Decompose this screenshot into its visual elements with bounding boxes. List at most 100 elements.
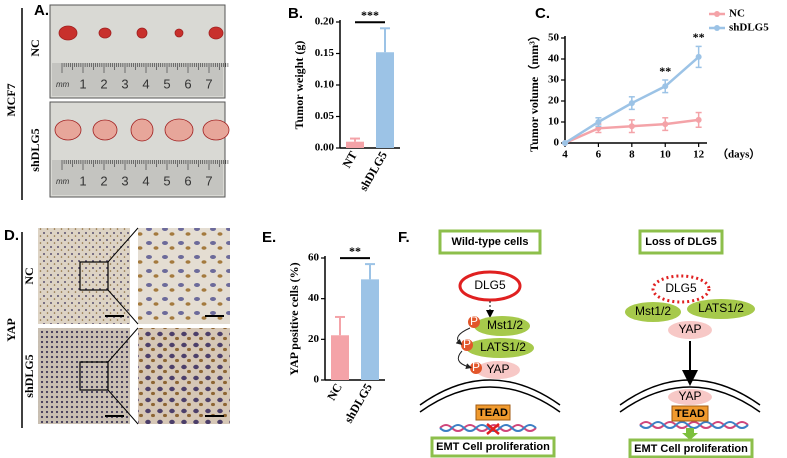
panel-f: Wild-type cells DLG5 Mst1/2 LATS1/2 YAP … <box>419 229 761 458</box>
x-tick-label: 12 <box>693 149 705 161</box>
stain-label: YAP <box>4 318 18 342</box>
legend-swatch <box>714 11 720 17</box>
node: YAP <box>678 389 701 403</box>
x-tick-label: 8 <box>629 149 635 161</box>
panel-d: YAP NC shDLG5 <box>4 227 230 428</box>
point <box>662 121 669 128</box>
phospho: P <box>463 337 471 351</box>
ruler-mark: 1 <box>79 76 86 91</box>
x-tick-label: shDLG5 <box>341 381 375 426</box>
bar <box>361 279 379 380</box>
group-label: NC <box>22 267 36 284</box>
tumor <box>136 27 148 39</box>
ruler-mark: 3 <box>121 76 128 91</box>
y-tick-label: 40 <box>548 53 560 65</box>
y-tick-label: 0.15 <box>315 47 335 59</box>
y-tick-label: 20 <box>308 333 320 345</box>
ruler-mark: 5 <box>163 173 170 188</box>
outcome: EMT Cell proliferation <box>436 441 550 453</box>
micrograph-zoom <box>138 228 230 324</box>
x-tick-label: 4 <box>562 149 568 161</box>
diagram-title: Loss of DLG5 <box>645 236 717 248</box>
node: DLG5 <box>665 281 697 295</box>
point <box>662 83 669 90</box>
y-tick-label: 0.05 <box>315 110 335 122</box>
panel-label: C. <box>535 5 550 22</box>
panel-label: F. <box>398 229 410 246</box>
tumor <box>208 26 224 40</box>
y-tick-label: 40 <box>308 292 320 304</box>
cell-line: MCF7 <box>4 83 18 116</box>
tumor <box>98 27 112 39</box>
panel-label: A. <box>34 2 49 19</box>
group-label: NC <box>28 39 42 56</box>
group-label: shDLG5 <box>22 354 36 397</box>
y-tick-label: 60 <box>308 252 320 264</box>
phospho: P <box>470 314 478 328</box>
y-tick-label: 0.20 <box>315 16 335 28</box>
ruler-mark: 4 <box>142 173 149 188</box>
node: YAP <box>486 362 509 376</box>
ruler-mark: 1 <box>79 173 86 188</box>
node: Mst1/2 <box>635 304 671 318</box>
significance: ** <box>349 244 361 258</box>
panel-label: E. <box>262 229 276 246</box>
tumor <box>92 119 118 141</box>
point <box>595 119 602 125</box>
micrograph <box>38 328 130 424</box>
point <box>628 123 635 130</box>
panel-a: MCF7 NC shDLG5 mm 1 2 3 4 5 6 7mm 1 2 3 4 5 6 7 <box>4 4 230 200</box>
ruler <box>52 160 223 195</box>
point <box>628 100 635 107</box>
y-tick-label: 0 <box>554 137 560 149</box>
x-tick-label: 6 <box>596 149 602 161</box>
y-tick-label: 20 <box>548 95 560 107</box>
x-tick-label: NC <box>324 381 345 403</box>
ruler-mark: 7 <box>205 173 212 188</box>
y-tick-label: 0 <box>314 374 320 386</box>
diagram-title: Wild-type cells <box>452 236 529 248</box>
ruler-mark: 4 <box>142 76 149 91</box>
legend-label: NC <box>729 8 745 20</box>
point <box>695 116 702 123</box>
phospho: P <box>472 360 480 374</box>
panel-label: B. <box>288 5 303 22</box>
y-axis-label: Tumor volume（mm³） <box>526 29 541 152</box>
ruler-mark: 7 <box>205 76 212 91</box>
outcome: EMT Cell proliferation <box>634 443 748 455</box>
node: YAP <box>678 322 701 336</box>
x-tick-label: 10 <box>660 149 672 161</box>
panel-label: D. <box>4 227 19 244</box>
node: LATS1/2 <box>698 301 744 315</box>
x-tick-label: shDLG5 <box>356 149 390 194</box>
point <box>562 140 568 146</box>
ruler-mark: 6 <box>184 173 191 188</box>
ruler-unit: mm <box>56 177 70 186</box>
ruler-mark: 6 <box>184 76 191 91</box>
significance: ** <box>659 64 671 78</box>
ruler-mark: 2 <box>100 76 107 91</box>
ruler-unit: mm <box>56 80 70 89</box>
point <box>695 53 702 60</box>
y-tick-label: 0.00 <box>315 142 335 154</box>
y-tick-label: 10 <box>548 116 560 128</box>
ruler-mark: 2 <box>100 173 107 188</box>
x-tick-label: NT <box>340 149 360 170</box>
node: LATS1/2 <box>480 340 526 354</box>
y-axis-label: Tumor weight (g) <box>292 41 306 130</box>
x-axis-label: （days） <box>717 148 760 161</box>
y-axis-label: YAP positive cells (%) <box>287 262 301 375</box>
bar <box>346 141 364 148</box>
micrograph-zoom <box>138 328 230 424</box>
bar <box>376 52 394 148</box>
legend-swatch <box>714 25 720 31</box>
ruler-mark: 5 <box>163 76 170 91</box>
node: TEAD <box>675 408 705 420</box>
node: Mst1/2 <box>487 318 523 332</box>
node: DLG5 <box>474 278 506 292</box>
micrograph <box>38 228 130 324</box>
tumor <box>130 118 154 142</box>
ruler <box>52 63 223 96</box>
group-label: shDLG5 <box>28 128 42 171</box>
